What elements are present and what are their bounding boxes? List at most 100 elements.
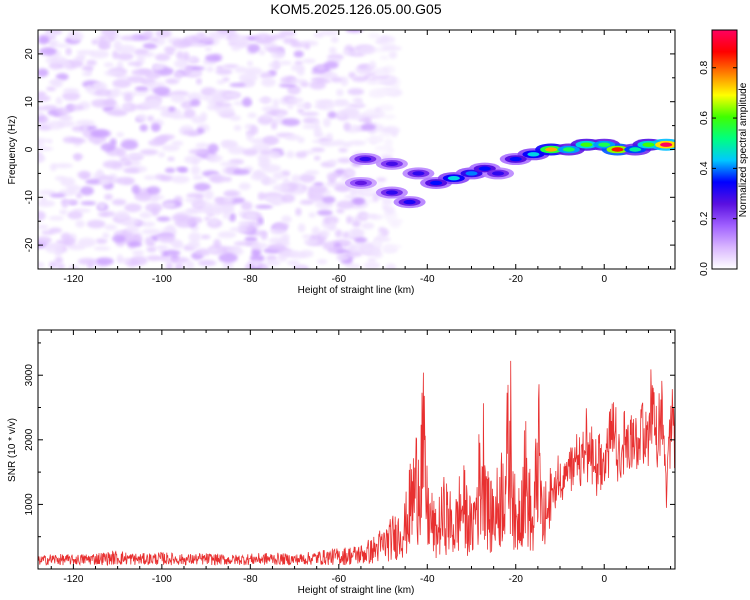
heatmap-cell	[297, 108, 305, 114]
heatmap-cell	[172, 241, 184, 250]
heatmap-cell	[156, 216, 171, 222]
heatmap-cell	[343, 122, 351, 131]
heatmap-cell	[91, 98, 110, 108]
colorbar-tick-label: 0.2	[699, 211, 710, 225]
heatmap-cell	[232, 169, 250, 175]
heatmap-cell	[55, 107, 71, 116]
heatmap-cell	[195, 248, 211, 257]
heatmap-cell	[217, 231, 237, 239]
heatmap-cell	[123, 168, 140, 174]
heatmap-cell	[278, 83, 296, 88]
signal-peak	[611, 147, 624, 152]
signal-peak	[385, 190, 398, 195]
heatmap-cell	[282, 177, 290, 185]
heatmap-cell	[154, 106, 169, 111]
heatmap-cell	[367, 257, 377, 264]
heatmap-cell	[98, 39, 109, 49]
y-tick-label: -10	[24, 190, 35, 205]
heatmap-cell	[38, 142, 45, 147]
heatmap-cell	[130, 255, 148, 266]
heatmap-cell	[86, 59, 97, 66]
heatmap-cell	[136, 113, 148, 122]
signal-peak	[430, 180, 443, 186]
heatmap-cell	[374, 67, 388, 76]
heatmap-cell	[336, 89, 344, 97]
heatmap-cell	[257, 217, 264, 226]
heatmap-cell	[381, 198, 393, 206]
heatmap-cell	[352, 75, 368, 82]
heatmap-cell	[126, 75, 146, 84]
heatmap-cell	[281, 215, 292, 224]
colorbar-tick-label: 0.4	[699, 161, 710, 175]
heatmap-cell	[224, 140, 238, 148]
heatmap-cell	[347, 88, 365, 96]
heatmap-cell	[165, 78, 180, 85]
heatmap-cell	[98, 178, 111, 186]
heatmap-cell	[328, 46, 337, 55]
heatmap-cell	[381, 244, 397, 253]
heatmap-cell	[388, 50, 398, 59]
heatmap-cell	[62, 88, 80, 94]
heatmap-cell	[145, 202, 163, 213]
heatmap-cell	[146, 255, 161, 262]
heatmap-cell	[103, 62, 114, 68]
heatmap-cell	[188, 71, 203, 77]
heatmap-cell	[297, 223, 306, 233]
signal-peak	[447, 175, 460, 181]
heatmap-cell	[348, 71, 356, 79]
snr-y-axis-label: SNR (10 * v/v)	[7, 418, 18, 482]
heatmap-cell	[205, 46, 212, 52]
heatmap-cell	[316, 259, 328, 265]
colorbar-tick-label: 0.0	[699, 262, 710, 276]
heatmap-cell	[284, 134, 301, 141]
heatmap-cell	[371, 74, 390, 80]
x-tick-label: -80	[243, 574, 258, 585]
heatmap-cell	[148, 240, 156, 247]
heatmap-cell	[310, 147, 325, 153]
heatmap-cell	[313, 132, 325, 138]
heatmap-cell	[299, 199, 315, 205]
heatmap-cell	[383, 114, 396, 120]
signal-peak	[562, 147, 575, 152]
heatmap-cell	[114, 210, 130, 221]
signal-peak	[642, 142, 655, 147]
heatmap-cell	[323, 61, 339, 69]
heatmap-cell	[257, 192, 266, 201]
heatmap-cell	[184, 155, 202, 164]
x-tick-label: -40	[420, 574, 435, 585]
heatmap-cell	[124, 161, 132, 166]
heatmap-cell	[192, 175, 204, 180]
heatmap-cell	[55, 73, 69, 81]
heatmap-cell	[146, 81, 166, 87]
heatmap-cell	[104, 70, 124, 77]
heatmap-cell	[299, 173, 316, 183]
heatmap-cell	[188, 232, 202, 242]
snr-series-line	[38, 360, 675, 567]
heatmap-cell	[297, 67, 305, 76]
heatmap-cell	[120, 35, 140, 41]
heatmap-cell	[193, 182, 211, 192]
heatmap-cell	[344, 194, 358, 199]
heatmap-cell	[352, 204, 366, 210]
heatmap-cell	[321, 196, 336, 204]
snr-background	[38, 330, 675, 569]
signal-peak	[580, 142, 593, 147]
heatmap-cell	[46, 138, 53, 144]
heatmap-cell	[378, 132, 391, 138]
heatmap-cell	[81, 65, 94, 72]
heatmap-cell	[167, 156, 175, 162]
heatmap-cell	[51, 43, 70, 48]
heatmap-cell	[268, 61, 282, 69]
heatmap-cell	[327, 111, 337, 119]
heatmap-cell	[200, 111, 208, 122]
heatmap-cell	[313, 32, 324, 39]
heatmap-cell	[373, 250, 383, 259]
x-tick-label: -20	[509, 574, 524, 585]
heatmap-cell	[152, 64, 165, 71]
heatmap-cell	[190, 42, 207, 47]
heatmap-cell	[79, 186, 94, 196]
heatmap-cell	[345, 30, 363, 33]
heatmap-cell	[337, 157, 353, 164]
snr-plot	[38, 360, 675, 567]
heatmap-cell	[328, 247, 338, 252]
